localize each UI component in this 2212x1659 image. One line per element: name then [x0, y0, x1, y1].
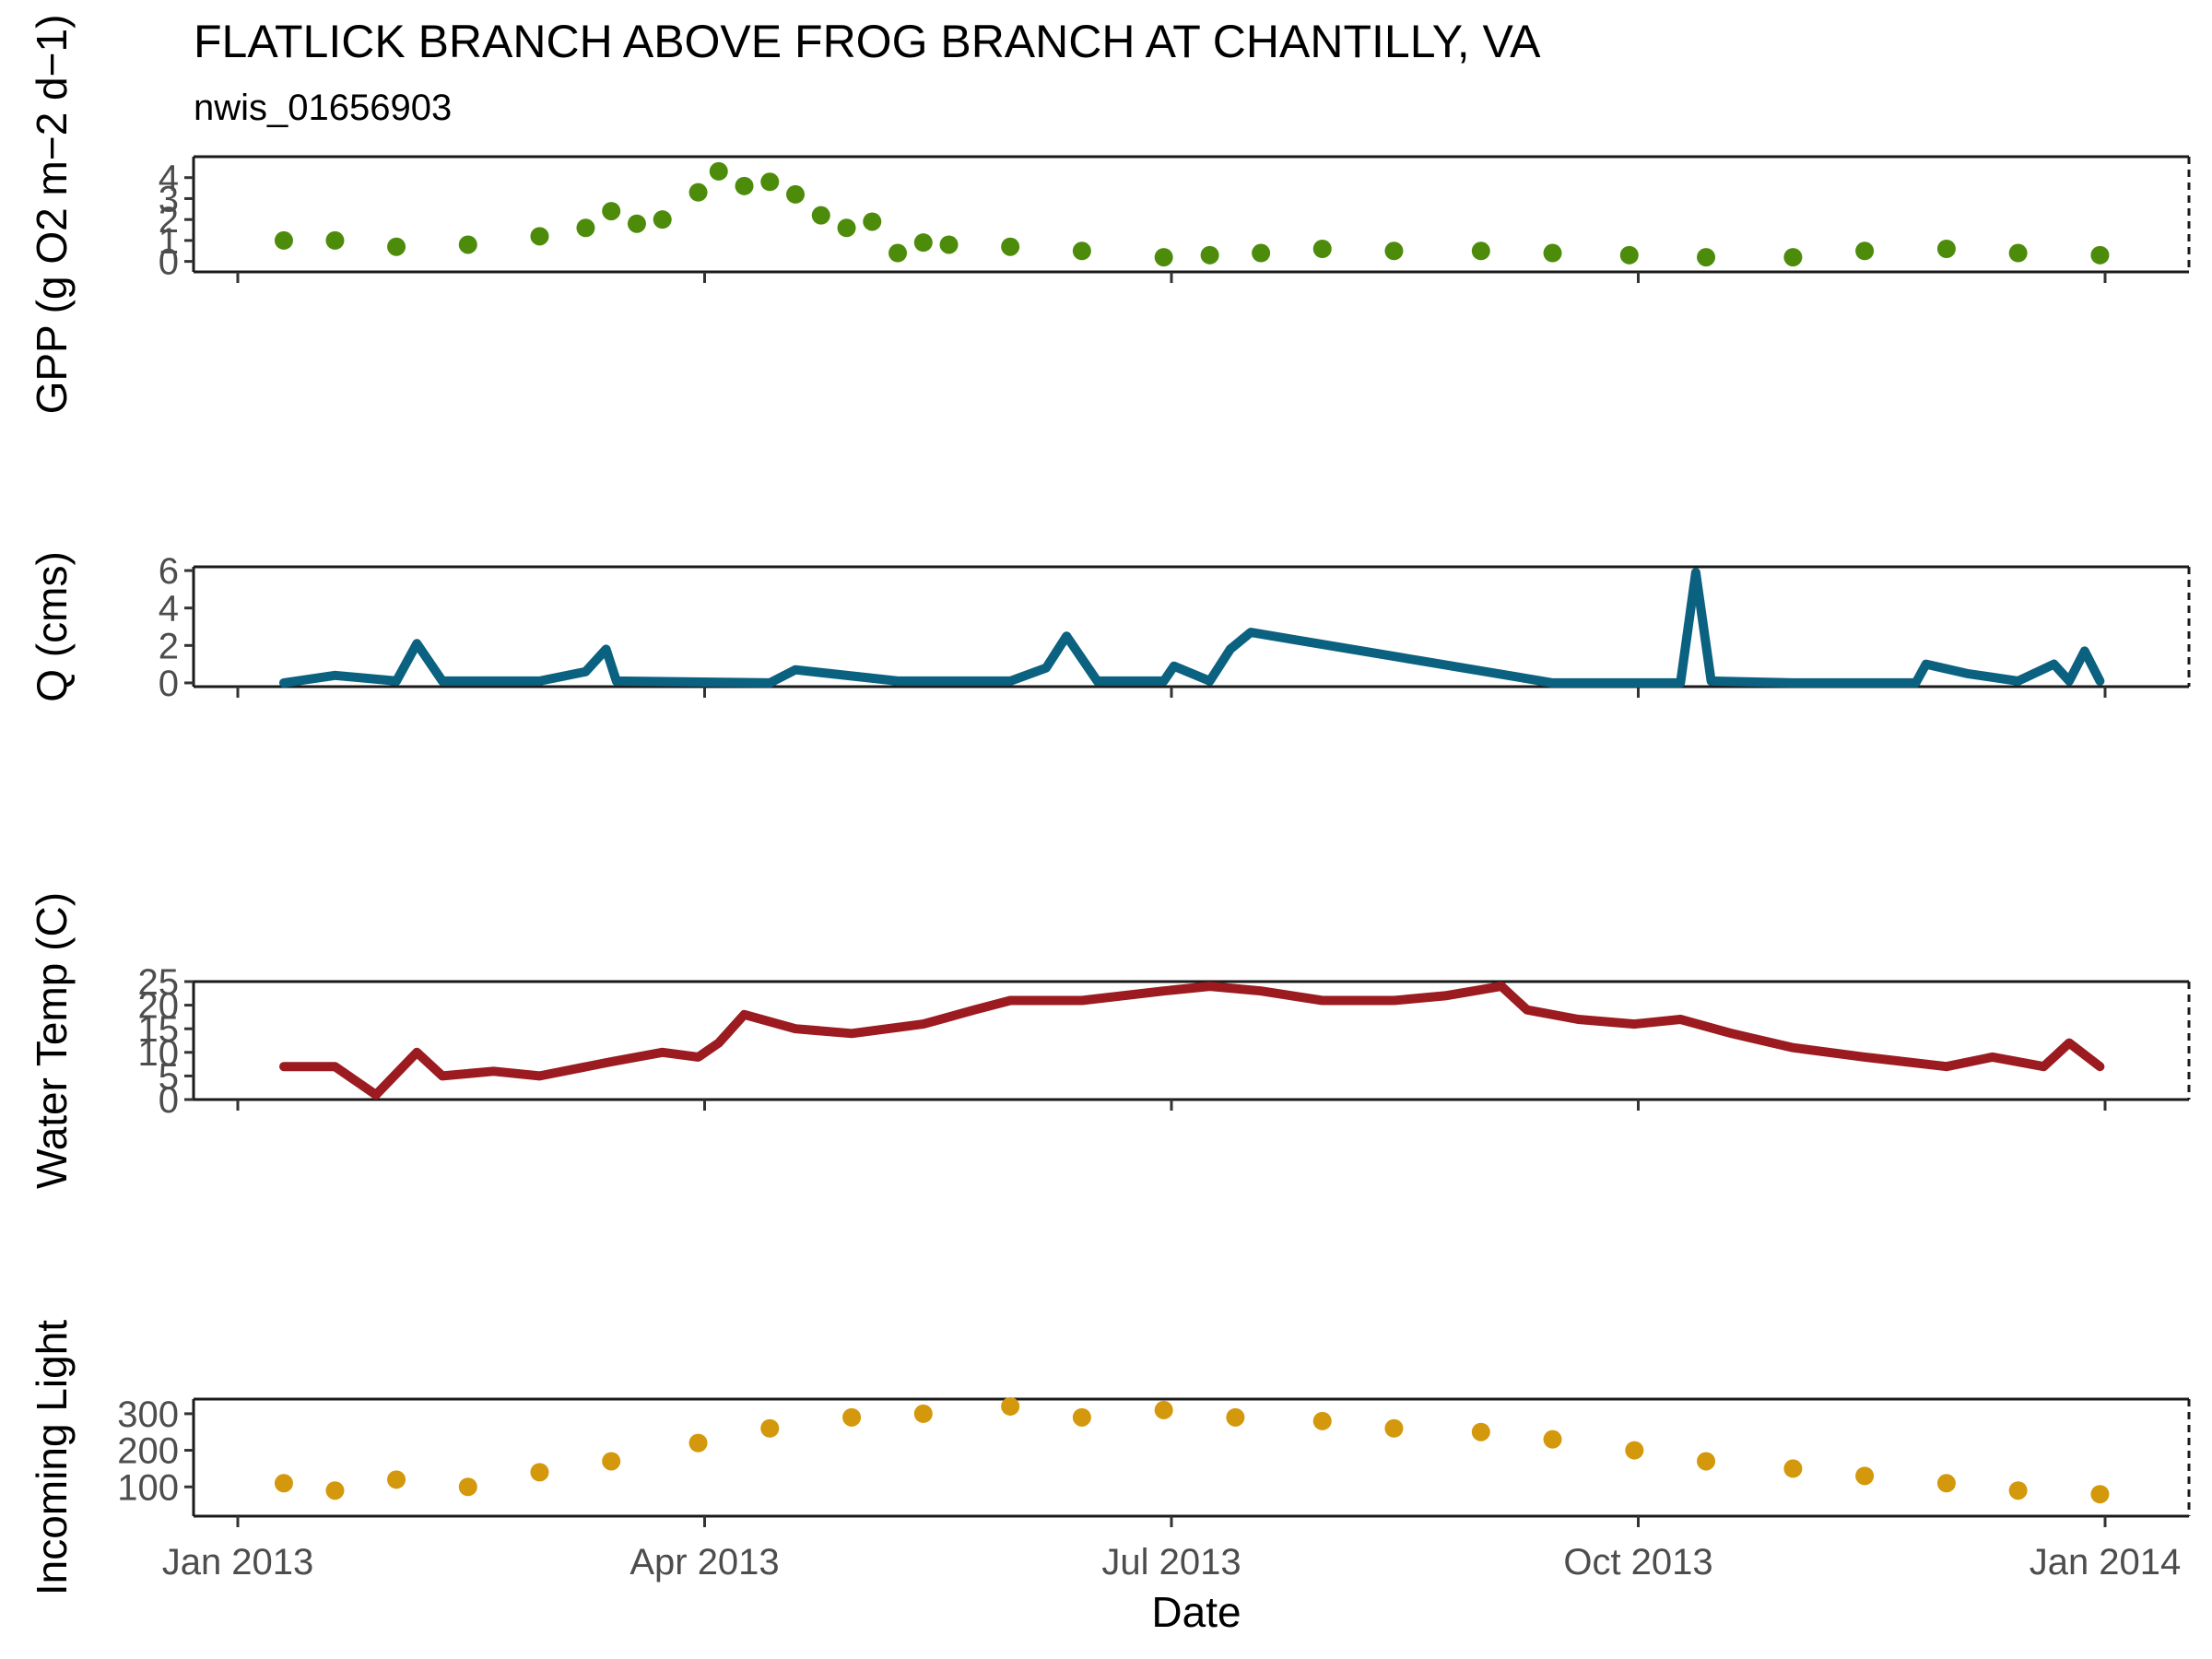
- y-tick-label: 200: [117, 1431, 179, 1472]
- data-point: [1543, 1430, 1562, 1449]
- data-point: [735, 176, 754, 195]
- y-tick-label: 5: [159, 1056, 179, 1097]
- data-point: [325, 1481, 345, 1500]
- data-point: [913, 233, 933, 253]
- data-point: [939, 235, 959, 254]
- data-point: [1625, 1441, 1644, 1460]
- data-point: [913, 1404, 933, 1423]
- data-point: [1252, 243, 1271, 263]
- data-point: [1001, 1396, 1020, 1416]
- data-point: [1783, 1459, 1803, 1478]
- data-point: [1619, 245, 1639, 265]
- data-point: [325, 230, 345, 250]
- data-point: [274, 1474, 293, 1493]
- data-point: [1855, 1466, 1875, 1486]
- data-point: [1855, 241, 1875, 261]
- y-axis-label: GPP (g O2 m−2 d−1): [28, 15, 76, 415]
- y-tick-label: 0: [159, 664, 179, 704]
- data-point: [1471, 1422, 1490, 1441]
- data-point: [1783, 248, 1803, 267]
- data-point: [1936, 240, 1956, 258]
- data-point: [530, 227, 549, 246]
- data-point: [602, 202, 621, 221]
- data-point: [1697, 248, 1716, 267]
- data-point: [1384, 241, 1404, 261]
- y-axis-label: Incoming Light: [28, 1320, 76, 1595]
- data-point: [1471, 241, 1490, 261]
- data-point: [274, 230, 293, 250]
- data-point: [602, 1452, 621, 1471]
- data-point: [1200, 245, 1219, 265]
- y-tick-label: 4: [159, 589, 179, 629]
- data-point: [576, 218, 595, 238]
- data-point: [1001, 237, 1020, 256]
- y-tick-label: 3: [159, 179, 179, 219]
- y-tick-label: 10: [138, 1033, 180, 1074]
- y-tick-label: 15: [138, 1009, 180, 1050]
- data-point: [1384, 1418, 1404, 1438]
- data-point: [458, 235, 477, 254]
- x-tick-label: Apr 2013: [629, 1542, 779, 1583]
- y-tick-label: 25: [138, 962, 180, 1003]
- data-point: [1312, 1411, 1332, 1430]
- data-point: [387, 237, 406, 256]
- data-point: [811, 206, 830, 225]
- data-point: [653, 210, 672, 229]
- x-tick-label: Jan 2013: [162, 1542, 314, 1583]
- y-tick-label: 2: [159, 626, 179, 666]
- data-point: [530, 1463, 549, 1482]
- x-tick-label: Jul 2013: [1101, 1542, 1241, 1583]
- data-point: [1936, 1474, 1956, 1493]
- data-point: [1697, 1452, 1716, 1471]
- data-point: [760, 1418, 780, 1438]
- chart-subtitle: nwis_01656903: [194, 88, 452, 128]
- y-tick-label: 0: [159, 1080, 179, 1121]
- data-point: [837, 218, 856, 238]
- data-point: [842, 1407, 862, 1427]
- data-point: [1312, 240, 1332, 258]
- data-point: [786, 184, 806, 204]
- data-point: [387, 1470, 406, 1489]
- data-point: [760, 172, 780, 192]
- y-tick-label: 4: [159, 159, 179, 199]
- data-point: [458, 1477, 477, 1497]
- data-point: [888, 243, 908, 263]
- y-tick-label: 2: [159, 200, 179, 241]
- data-point: [709, 161, 728, 181]
- series-line: [279, 982, 2105, 1100]
- series-line: [279, 568, 2105, 688]
- data-point: [2090, 1485, 2110, 1504]
- y-tick-label: 20: [138, 986, 180, 1027]
- data-point: [688, 182, 708, 202]
- x-tick-label: Oct 2013: [1563, 1542, 1712, 1583]
- data-point: [1226, 1407, 1245, 1427]
- x-axis: Jan 2013 Apr 2013 Jul 2013 Oct 2013 Jan 2014: [162, 1542, 2182, 1583]
- data-point: [2008, 1481, 2028, 1500]
- data-point: [2090, 245, 2110, 265]
- x-tick-label: Jan 2014: [2030, 1542, 2182, 1583]
- x-axis-label: Date: [1151, 1588, 1241, 1636]
- data-point: [2008, 243, 2028, 263]
- y-tick-label: 300: [117, 1394, 179, 1435]
- data-point: [688, 1433, 708, 1453]
- y-tick-label: 6: [159, 551, 179, 592]
- data-point: [1072, 241, 1091, 261]
- y-tick-label: 0: [159, 242, 179, 283]
- y-tick-label: 1: [159, 221, 179, 262]
- data-point: [1154, 248, 1173, 267]
- y-axis-label: Q (cms): [28, 551, 76, 702]
- data-point: [1543, 243, 1562, 263]
- data-point: [863, 212, 882, 231]
- data-point: [627, 214, 646, 233]
- chart-title: FLATLICK BRANCH ABOVE FROG BRANCH AT CHA…: [194, 16, 1541, 67]
- data-point: [1154, 1400, 1173, 1419]
- data-point: [1072, 1407, 1091, 1427]
- y-tick-label: 100: [117, 1467, 179, 1508]
- y-axis-label: Water Temp (C): [28, 892, 76, 1189]
